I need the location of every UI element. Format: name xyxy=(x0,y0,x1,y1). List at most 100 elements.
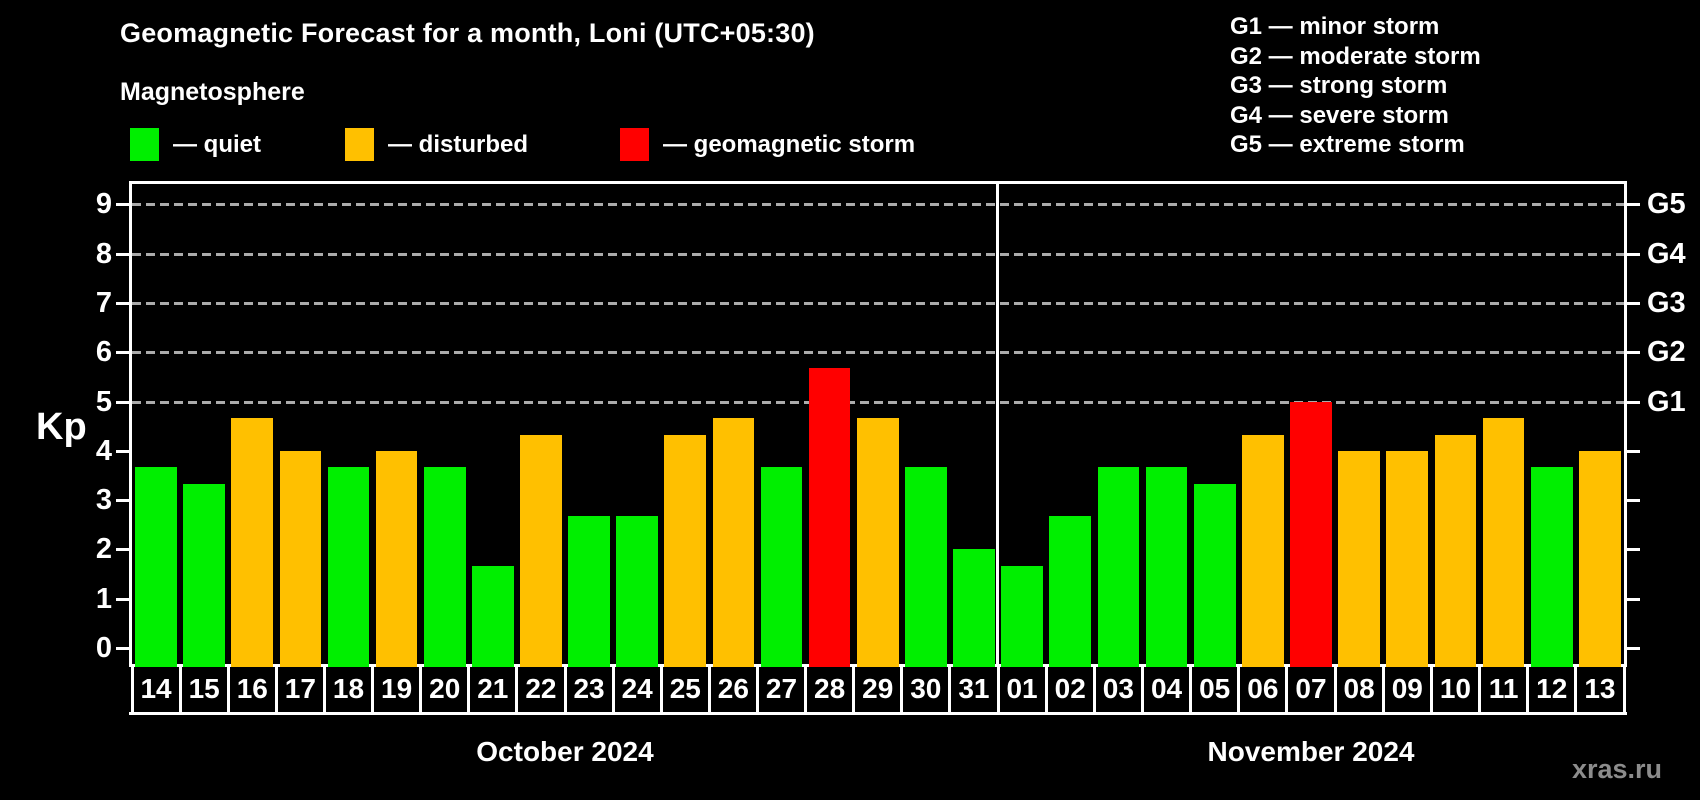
y-tick-label-9: 9 xyxy=(95,188,112,221)
plot-border-right xyxy=(1624,181,1627,667)
bar-october-20 xyxy=(423,467,466,667)
bar-november-05 xyxy=(1193,483,1236,667)
date-label-november-04: 04 xyxy=(1150,673,1183,704)
month-label-november: November 2024 xyxy=(1207,736,1415,767)
bar-october-16 xyxy=(231,417,274,667)
right-axis-label-g3: G3 xyxy=(1647,286,1686,319)
date-label-november-08: 08 xyxy=(1343,673,1375,704)
bar-october-15 xyxy=(183,483,225,667)
y-tick-left-5 xyxy=(116,400,129,404)
g-legend-line-3: G3 — strong storm xyxy=(1230,72,1448,99)
bar-october-31 xyxy=(953,549,995,667)
gridline-kp8 xyxy=(132,252,1624,256)
date-separator xyxy=(1189,667,1193,712)
bar-october-28 xyxy=(808,368,851,667)
date-separator xyxy=(804,667,808,712)
y-tick-right-7 xyxy=(1627,301,1640,305)
gridline-kp5 xyxy=(132,400,1624,404)
y-tick-right-2 xyxy=(1627,548,1640,552)
date-label-october-25: 25 xyxy=(669,673,701,704)
date-separator xyxy=(178,667,182,712)
date-label-november-05: 05 xyxy=(1199,673,1231,704)
y-tick-right-4 xyxy=(1627,449,1640,453)
bar-october-23 xyxy=(568,516,610,667)
y-tick-left-9 xyxy=(116,203,129,207)
date-label-november-07: 07 xyxy=(1295,673,1327,704)
date-label-october-16: 16 xyxy=(236,673,268,704)
right-axis-label-g4: G4 xyxy=(1647,237,1686,270)
bar-october-29 xyxy=(856,417,899,667)
bar-november-13 xyxy=(1579,450,1621,667)
bar-october-14 xyxy=(135,467,177,667)
y-tick-right-0 xyxy=(1627,647,1640,650)
plot-border-left xyxy=(129,181,132,667)
date-separator xyxy=(563,667,567,712)
y-tick-right-6 xyxy=(1627,351,1640,355)
y-tick-label-6: 6 xyxy=(95,336,112,369)
date-label-october-14: 14 xyxy=(140,673,172,704)
bar-november-02 xyxy=(1049,516,1092,667)
date-label-october-20: 20 xyxy=(429,673,461,704)
date-separator xyxy=(1237,667,1241,712)
quiet-color-swatch xyxy=(130,128,159,161)
date-separator xyxy=(467,667,471,712)
date-label-october-22: 22 xyxy=(525,673,557,704)
date-separator xyxy=(130,667,134,712)
date-separator xyxy=(755,667,759,712)
date-label-october-21: 21 xyxy=(477,673,509,704)
y-tick-label-0: 0 xyxy=(95,632,112,664)
plot-border-top xyxy=(129,181,1627,184)
date-label-november-13: 13 xyxy=(1584,673,1616,704)
y-tick-label-8: 8 xyxy=(95,237,112,270)
date-separator xyxy=(900,667,904,712)
bar-october-25 xyxy=(664,434,707,667)
bar-november-11 xyxy=(1482,417,1525,667)
bar-october-19 xyxy=(375,450,418,667)
date-separator xyxy=(515,667,519,712)
date-separator xyxy=(852,667,856,712)
chart-title: Geomagnetic Forecast for a month, Loni (… xyxy=(120,18,815,48)
date-separator xyxy=(996,667,1000,712)
date-separator xyxy=(707,667,711,712)
bar-october-26 xyxy=(712,417,755,667)
chart-subtitle: Magnetosphere xyxy=(120,78,305,106)
date-label-october-15: 15 xyxy=(188,673,220,704)
date-label-october-24: 24 xyxy=(621,673,653,704)
g-legend-line-2: G2 — moderate storm xyxy=(1230,42,1481,70)
legend-label-storm: — geomagnetic storm xyxy=(663,131,916,158)
date-label-october-23: 23 xyxy=(573,673,605,704)
date-separator xyxy=(419,667,423,712)
g-legend-line-1: G1 — minor storm xyxy=(1230,13,1440,40)
y-tick-label-4: 4 xyxy=(95,434,112,467)
y-tick-label-3: 3 xyxy=(95,484,112,517)
right-axis-label-g5: G5 xyxy=(1647,188,1686,221)
date-label-november-10: 10 xyxy=(1439,673,1472,704)
date-label-october-19: 19 xyxy=(381,673,413,704)
y-tick-label-1: 1 xyxy=(95,582,112,615)
date-separator xyxy=(1429,667,1433,712)
y-tick-right-1 xyxy=(1627,597,1640,601)
date-label-october-31: 31 xyxy=(958,673,990,704)
date-separator xyxy=(1140,667,1144,712)
bar-november-08 xyxy=(1338,450,1381,667)
date-separator xyxy=(1526,667,1530,712)
bar-november-09 xyxy=(1386,450,1429,667)
date-separator xyxy=(611,667,615,712)
y-tick-left-7 xyxy=(116,301,129,305)
date-label-november-02: 02 xyxy=(1054,673,1086,704)
date-label-november-12: 12 xyxy=(1536,673,1568,704)
date-label-november-01: 01 xyxy=(1006,673,1038,704)
bar-october-21 xyxy=(471,565,514,667)
bar-october-30 xyxy=(904,467,947,667)
date-label-october-27: 27 xyxy=(765,673,798,704)
g-scale-legend: G1 — minor storm G2 — moderate storm G3 — … xyxy=(1230,12,1481,160)
disturbed-color-swatch xyxy=(345,128,374,161)
y-tick-left-4 xyxy=(116,449,129,453)
bar-november-04 xyxy=(1145,467,1188,667)
date-label-november-11: 11 xyxy=(1488,673,1519,704)
legend-item-quiet: — quiet xyxy=(130,128,261,161)
watermark: xras.ru xyxy=(1571,754,1662,784)
storm-color-swatch xyxy=(620,128,649,161)
legend-label-quiet: — quiet xyxy=(173,131,261,158)
